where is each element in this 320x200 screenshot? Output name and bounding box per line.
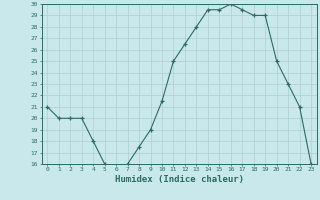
X-axis label: Humidex (Indice chaleur): Humidex (Indice chaleur) [115, 175, 244, 184]
